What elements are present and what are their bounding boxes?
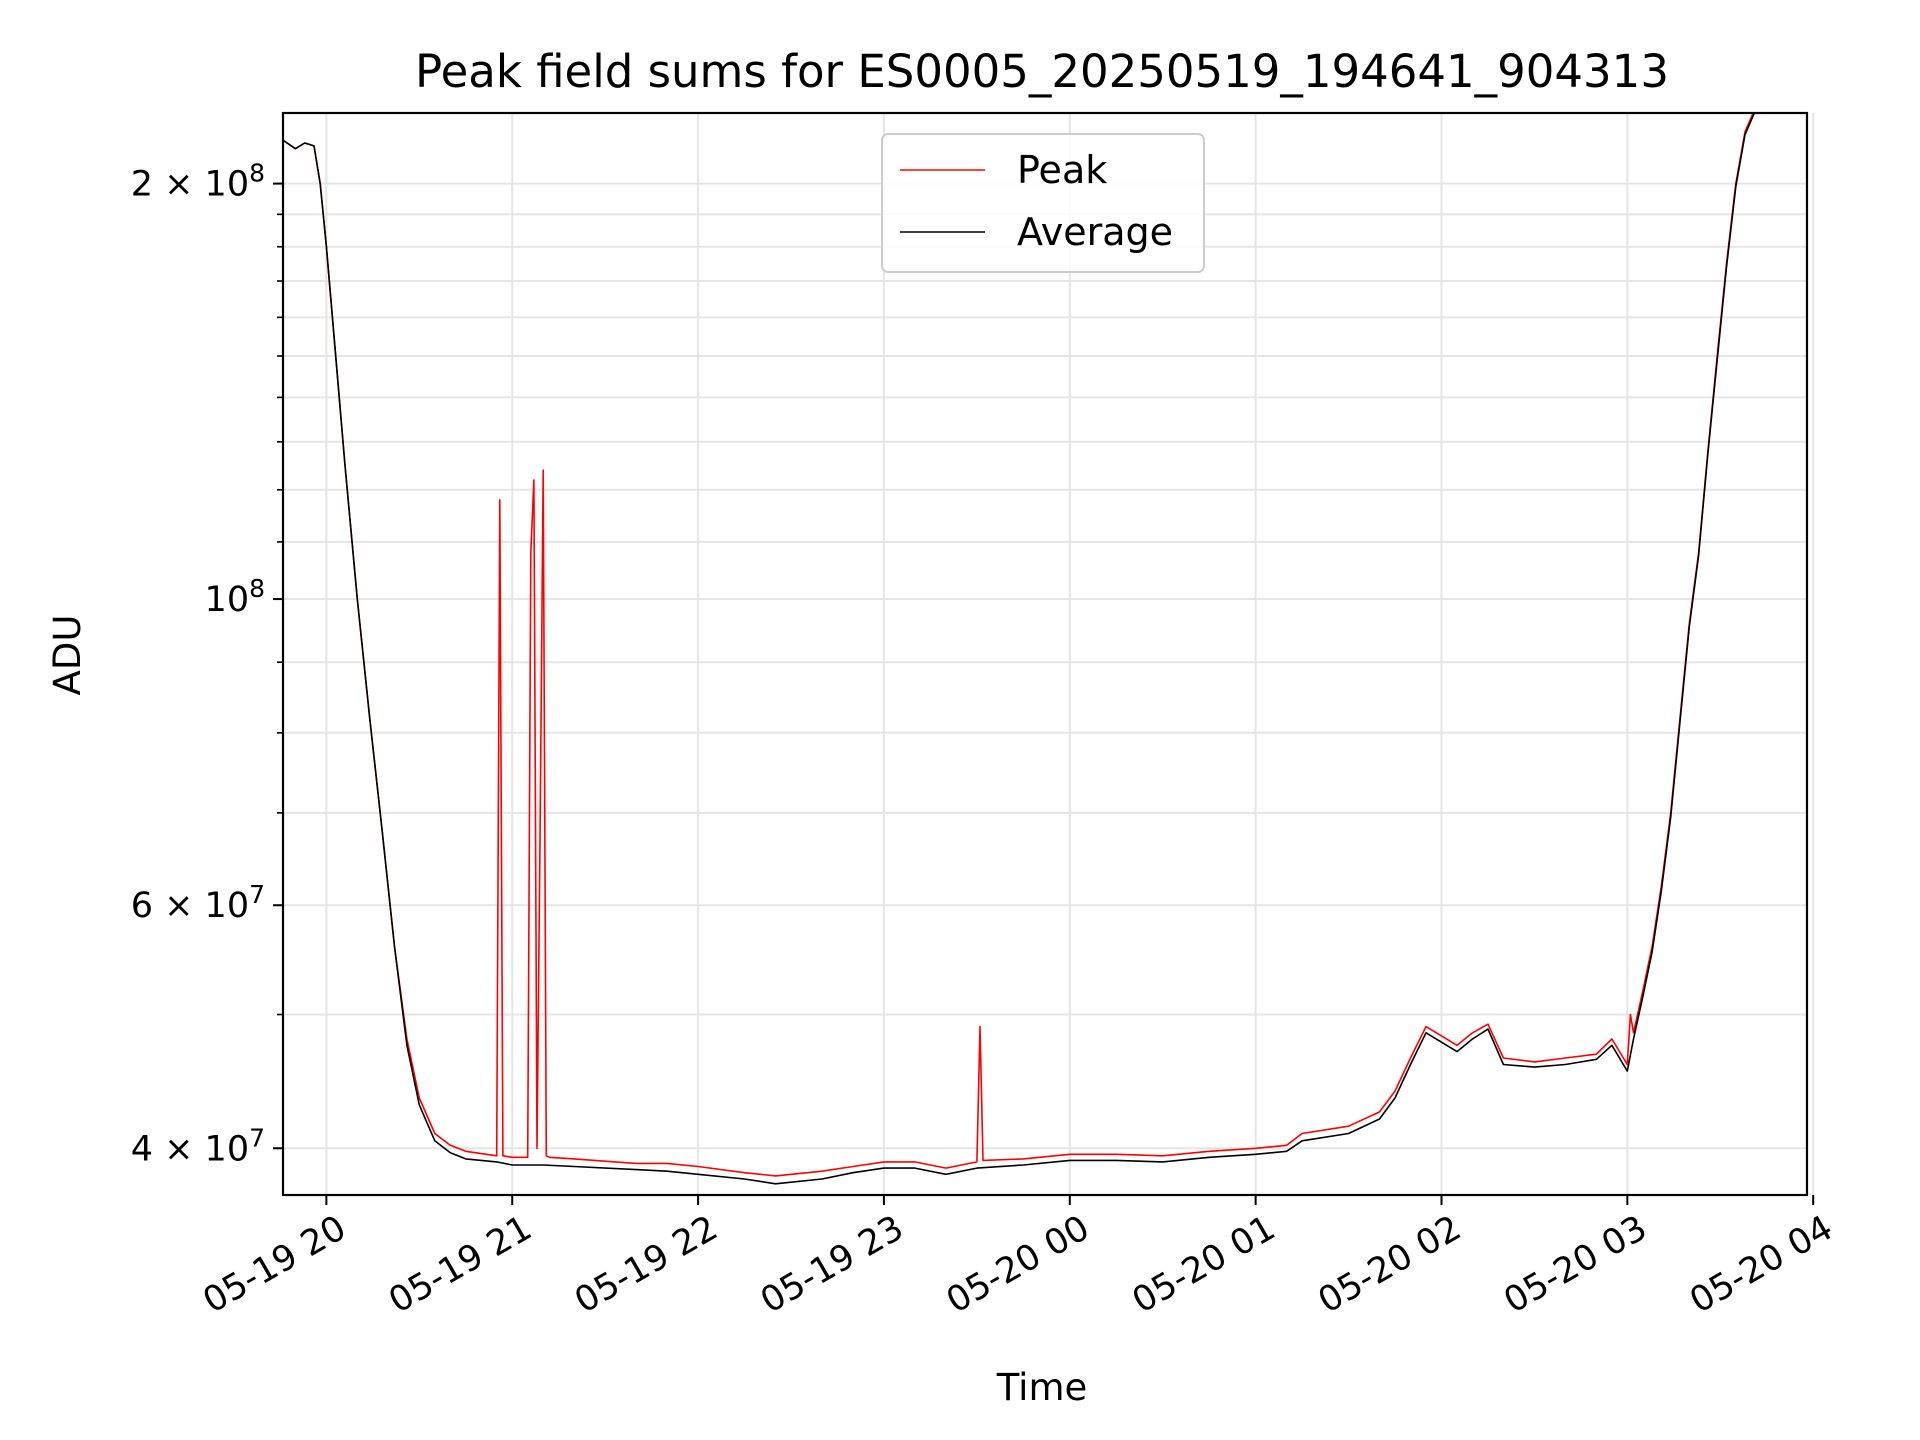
- chart-title: Peak field sums for ES0005_20250519_1946…: [415, 45, 1669, 98]
- y-tick-label: 6 × 107: [131, 880, 265, 926]
- x-axis-title: Time: [996, 1366, 1088, 1409]
- legend: Peak Average: [881, 133, 1205, 273]
- legend-label-average: Average: [1017, 210, 1173, 254]
- series-line-average: [283, 113, 1756, 1185]
- y-tick-label: 4 × 107: [131, 1123, 265, 1169]
- legend-label-peak: Peak: [1017, 148, 1107, 192]
- plot-frame: [281, 111, 1809, 1197]
- y-axis-title: ADU: [46, 615, 89, 696]
- legend-box: [881, 133, 1205, 273]
- y-tick-label: 2 × 108: [131, 159, 265, 205]
- series-line-peak: [283, 113, 1755, 1177]
- series-layer: [283, 113, 1756, 1185]
- grid: [283, 113, 1815, 1195]
